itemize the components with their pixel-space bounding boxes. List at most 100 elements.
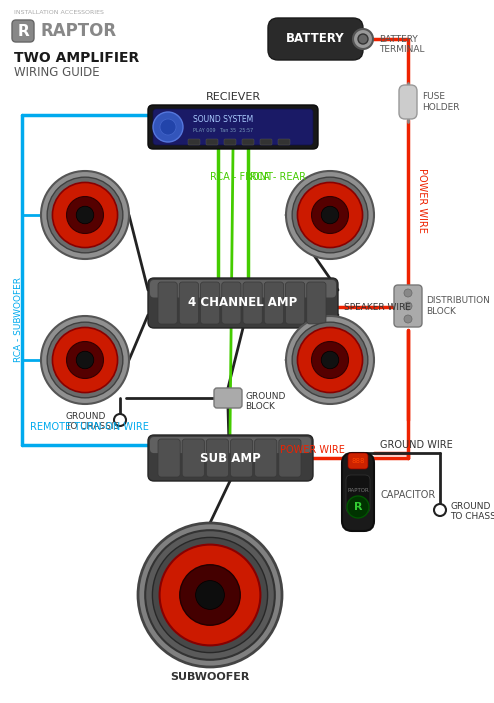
Circle shape (67, 197, 103, 233)
FancyBboxPatch shape (243, 282, 262, 324)
Circle shape (404, 315, 412, 323)
FancyBboxPatch shape (278, 139, 290, 145)
Text: REMOTE TURN-ON WIRE: REMOTE TURN-ON WIRE (30, 422, 149, 432)
Circle shape (292, 177, 368, 253)
Circle shape (358, 34, 368, 44)
Text: DISTRIBUTION
BLOCK: DISTRIBUTION BLOCK (426, 296, 490, 316)
Circle shape (47, 322, 123, 398)
Circle shape (286, 316, 374, 404)
FancyBboxPatch shape (264, 282, 284, 324)
FancyBboxPatch shape (348, 453, 368, 469)
Text: GROUND
TO CHASSIS: GROUND TO CHASSIS (65, 412, 119, 432)
FancyBboxPatch shape (307, 282, 326, 324)
FancyBboxPatch shape (148, 278, 338, 328)
Text: R: R (17, 23, 29, 39)
FancyBboxPatch shape (148, 435, 313, 481)
Circle shape (67, 342, 103, 378)
Text: POWER WIRE: POWER WIRE (280, 445, 345, 455)
FancyBboxPatch shape (158, 282, 177, 324)
Circle shape (312, 197, 348, 233)
FancyBboxPatch shape (188, 139, 200, 145)
FancyBboxPatch shape (255, 439, 277, 477)
Circle shape (160, 545, 260, 645)
Circle shape (297, 183, 363, 247)
Circle shape (312, 342, 348, 378)
FancyBboxPatch shape (260, 139, 272, 145)
Circle shape (76, 352, 94, 369)
Text: 4 CHANNEL AMP: 4 CHANNEL AMP (188, 297, 297, 309)
Circle shape (41, 171, 129, 259)
Text: PLAY 009   Tan 35  25:57: PLAY 009 Tan 35 25:57 (193, 129, 253, 134)
FancyBboxPatch shape (206, 439, 229, 477)
Circle shape (138, 523, 282, 667)
Text: BATTERY: BATTERY (286, 32, 344, 46)
Circle shape (404, 289, 412, 297)
FancyBboxPatch shape (148, 105, 318, 149)
Circle shape (321, 352, 339, 369)
FancyBboxPatch shape (286, 282, 305, 324)
FancyBboxPatch shape (158, 439, 180, 477)
Text: GROUND
BLOCK: GROUND BLOCK (245, 392, 286, 411)
Circle shape (434, 504, 446, 516)
Text: RECIEVER: RECIEVER (206, 92, 260, 102)
FancyBboxPatch shape (268, 18, 363, 60)
FancyBboxPatch shape (153, 109, 313, 145)
Text: TWO AMPLIFIER: TWO AMPLIFIER (14, 51, 139, 65)
Text: BATTERY
TERMINAL: BATTERY TERMINAL (379, 35, 424, 54)
FancyBboxPatch shape (279, 439, 301, 477)
Circle shape (353, 29, 373, 49)
FancyBboxPatch shape (242, 139, 254, 145)
FancyBboxPatch shape (150, 437, 311, 453)
Circle shape (286, 171, 374, 259)
FancyBboxPatch shape (150, 280, 336, 297)
Circle shape (180, 565, 240, 625)
Text: RCA - FRONT: RCA - FRONT (210, 172, 273, 182)
Text: SOUND SYSTEM: SOUND SYSTEM (193, 115, 253, 124)
Circle shape (292, 322, 368, 398)
Circle shape (145, 530, 275, 660)
FancyBboxPatch shape (399, 85, 417, 119)
Text: WIRING GUIDE: WIRING GUIDE (14, 65, 100, 79)
Circle shape (196, 581, 224, 610)
Text: GROUND
TO CHASSIS: GROUND TO CHASSIS (450, 502, 494, 522)
Circle shape (41, 316, 129, 404)
Text: RCA - REAR: RCA - REAR (250, 172, 306, 182)
Text: SUB AMP: SUB AMP (200, 451, 260, 465)
FancyBboxPatch shape (182, 439, 205, 477)
FancyBboxPatch shape (222, 282, 241, 324)
FancyBboxPatch shape (346, 475, 370, 513)
FancyBboxPatch shape (342, 453, 374, 531)
Text: RAPTOR: RAPTOR (347, 487, 369, 493)
Circle shape (114, 414, 126, 426)
Text: FUSE
HOLDER: FUSE HOLDER (422, 92, 459, 112)
Text: RAPTOR: RAPTOR (40, 22, 116, 40)
Text: R: R (354, 502, 362, 512)
Circle shape (404, 302, 412, 310)
Circle shape (347, 496, 369, 518)
Text: SUBWOOFER: SUBWOOFER (170, 672, 249, 682)
Circle shape (76, 206, 94, 224)
Circle shape (297, 328, 363, 392)
Circle shape (160, 119, 176, 135)
Circle shape (52, 328, 118, 392)
FancyBboxPatch shape (224, 139, 236, 145)
FancyBboxPatch shape (214, 388, 242, 408)
Text: CAPACITOR: CAPACITOR (380, 490, 435, 500)
Circle shape (153, 537, 268, 652)
Text: RCA - SUBWOOFER: RCA - SUBWOOFER (13, 278, 23, 363)
FancyBboxPatch shape (12, 20, 34, 42)
Text: 888: 888 (351, 458, 365, 464)
Text: GROUND WIRE: GROUND WIRE (380, 440, 453, 450)
FancyBboxPatch shape (231, 439, 252, 477)
Circle shape (52, 183, 118, 247)
Text: INSTALLATION ACCESSORIES: INSTALLATION ACCESSORIES (14, 10, 104, 15)
FancyBboxPatch shape (179, 282, 199, 324)
FancyBboxPatch shape (201, 282, 220, 324)
FancyBboxPatch shape (394, 285, 422, 327)
FancyBboxPatch shape (206, 139, 218, 145)
Circle shape (153, 112, 183, 142)
Circle shape (47, 177, 123, 253)
Text: POWER WIRE: POWER WIRE (417, 167, 427, 233)
Text: SPEAKER WIRE: SPEAKER WIRE (344, 302, 411, 311)
Circle shape (321, 206, 339, 224)
